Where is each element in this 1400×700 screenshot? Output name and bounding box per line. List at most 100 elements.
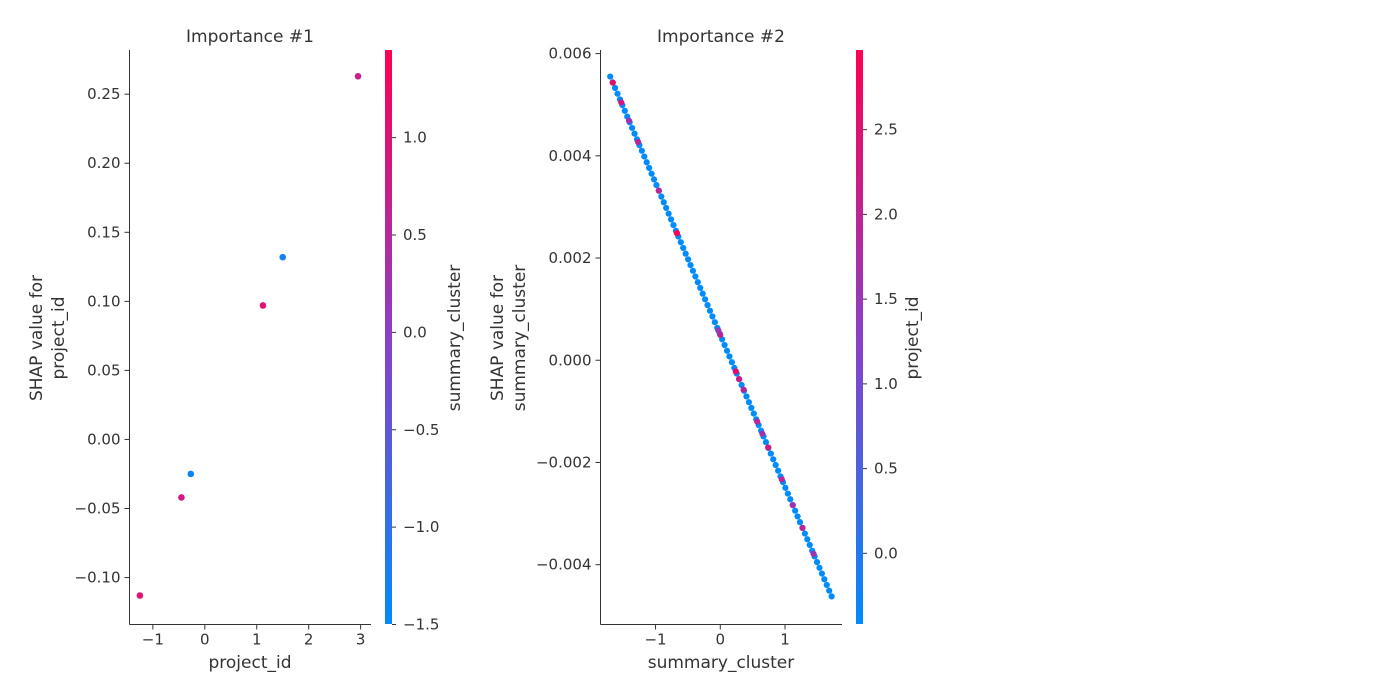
scatter-point (754, 418, 761, 425)
scatter-point (259, 302, 267, 309)
y-tick-label: 0.10 (87, 292, 120, 310)
scatter-point (728, 359, 735, 366)
scatter-point (187, 470, 195, 478)
scatter-point (826, 587, 833, 594)
scatter-point (680, 244, 687, 252)
scatter-point (735, 375, 743, 383)
scatter-point (702, 296, 709, 303)
scatter-point (745, 399, 753, 406)
scatter-point (687, 261, 694, 269)
plot-1-ylabel-line-1: SHAP value for (27, 275, 47, 401)
x-tick-label: −1 (644, 631, 666, 649)
y-tick-label: 0.20 (87, 154, 120, 172)
scatter-point (765, 444, 772, 451)
scatter-point (650, 176, 658, 183)
colorbar-tick-label: 0.5 (874, 460, 898, 478)
scatter-point (638, 147, 645, 154)
scatter-point (634, 138, 642, 146)
x-tick-label: 2 (304, 631, 314, 649)
scatter-point (609, 79, 616, 86)
scatter-point (618, 99, 625, 106)
y-tick-label: −0.002 (536, 453, 592, 471)
scatter-point (709, 313, 716, 320)
scatter-point (699, 290, 706, 297)
scatter-point (743, 393, 750, 400)
scatter-point (692, 273, 699, 280)
scatter-point (794, 513, 801, 520)
scatter-point (726, 353, 733, 360)
scatter-point (767, 450, 774, 457)
scatter-point (641, 153, 648, 160)
plot-1-y-ticks: −0.10 −0.05 0.00 0.05 0.10 0.15 0.20 0.25 (75, 85, 130, 587)
scatter-point (697, 284, 704, 292)
scatter-point (673, 230, 680, 237)
scatter-point (653, 182, 660, 189)
scatter-point (759, 430, 766, 437)
y-tick-label: 0.002 (549, 249, 592, 267)
scatter-point (723, 347, 731, 354)
scatter-point (821, 576, 828, 583)
scatter-point (789, 502, 796, 509)
scatter-point (806, 541, 813, 549)
scatter-point (611, 84, 619, 92)
scatter-point (778, 476, 785, 483)
scatter-point (694, 279, 701, 286)
scatter-point (784, 490, 791, 497)
scatter-point (782, 484, 789, 491)
y-tick-label: 0.05 (87, 361, 120, 379)
plot-1-colorbar-label: summary_cluster (445, 265, 465, 412)
scatter-point (738, 381, 745, 389)
plot-2-colorbar (856, 50, 863, 624)
plot-1-colorbar-ticks: −1.5 −1.0 −0.5 0.0 0.5 1.0 (392, 129, 439, 634)
plot-2-title: Importance #2 (657, 27, 785, 47)
scatter-point (704, 301, 711, 309)
colorbar-tick-label: −0.5 (403, 421, 439, 439)
plot-1-colorbar (385, 50, 392, 624)
y-tick-label: 0.006 (549, 45, 592, 63)
x-tick-label: −1 (142, 631, 164, 649)
plot-2-y-ticks: −0.004 −0.002 0.000 0.002 0.004 0.006 (536, 45, 601, 574)
scatter-point (762, 439, 770, 446)
scatter-point (670, 221, 677, 229)
colorbar-tick-label: 2.0 (874, 205, 898, 223)
y-tick-label: 0.000 (549, 351, 592, 369)
scatter-point (770, 456, 777, 463)
scatter-point (667, 216, 675, 223)
plot-2-ylabel-line-1: SHAP value for (488, 275, 508, 401)
scatter-point (689, 267, 697, 274)
y-tick-label: −0.10 (75, 569, 121, 587)
scatter-point (740, 386, 747, 393)
scatter-point (828, 593, 835, 600)
plot-2-x-ticks: −1 0 1 (644, 624, 790, 649)
scatter-point (658, 193, 665, 200)
scatter-point (354, 72, 362, 80)
plot-2-colorbar-label: project_id (903, 296, 923, 379)
scatter-point (621, 107, 628, 114)
x-tick-label: 0 (200, 631, 210, 649)
plot-1-ylabel-line-2: project_id (49, 296, 69, 379)
scatter-point (655, 187, 662, 194)
x-tick-label: 0 (716, 631, 726, 649)
scatter-point (787, 496, 794, 503)
scatter-point (178, 494, 185, 501)
scatter-point (792, 507, 799, 514)
scatter-point (818, 570, 826, 577)
y-tick-label: 0.00 (87, 430, 120, 448)
scatter-point (711, 319, 718, 326)
plot-2-points (607, 73, 835, 600)
scatter-point (804, 536, 811, 543)
scatter-point (732, 368, 739, 375)
colorbar-tick-label: 1.0 (403, 129, 427, 147)
colorbar-tick-label: 1.5 (874, 290, 898, 308)
scatter-point (684, 256, 692, 263)
scatter-point (625, 117, 633, 124)
colorbar-tick-label: 0.0 (874, 544, 898, 562)
colorbar-tick-label: −1.0 (403, 518, 439, 536)
scatter-point (750, 410, 757, 417)
y-tick-label: −0.004 (536, 556, 592, 574)
plot-1: Importance #1 SHAP value for project_id … (27, 27, 465, 673)
scatter-point (665, 210, 672, 217)
x-tick-label: 3 (356, 631, 366, 649)
plot-1-xlabel: project_id (208, 653, 291, 673)
